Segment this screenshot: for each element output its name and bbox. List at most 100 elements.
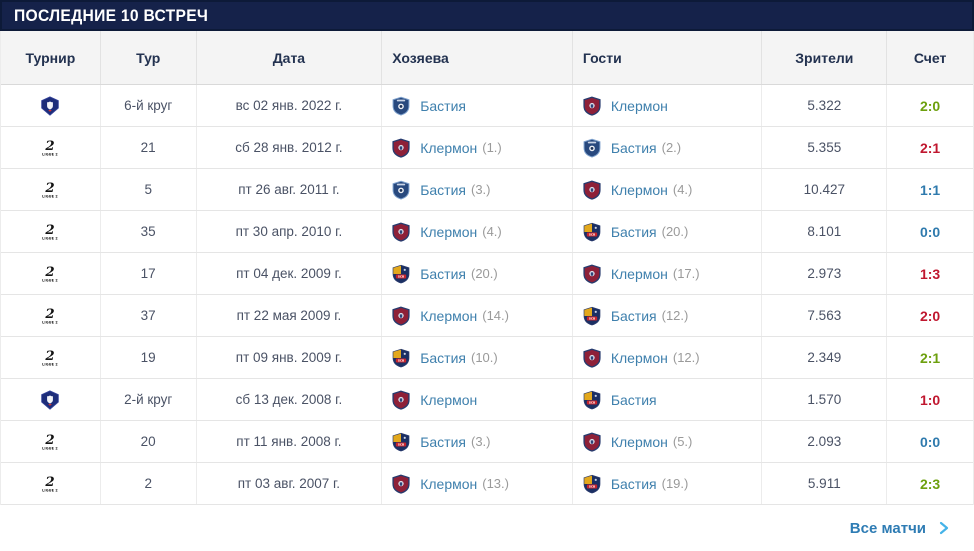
away-team-logo-icon — [582, 179, 602, 201]
home-team-link[interactable]: Бастия — [420, 265, 466, 282]
attendance-value: 10.427 — [803, 182, 845, 197]
away-team-rank: (19.) — [661, 476, 689, 491]
attendance-value: 2.349 — [807, 350, 842, 365]
away-team-link[interactable]: Клермон — [610, 265, 668, 282]
home-team-cell: Бастия (10.) — [382, 337, 573, 378]
column-header-score: Счет — [913, 49, 947, 66]
tournament-icon[interactable] — [40, 179, 60, 201]
away-team-link[interactable]: Бастия — [610, 139, 657, 156]
attendance-cell: 10.427 — [762, 169, 888, 210]
tournament-icon[interactable] — [40, 473, 60, 495]
score-value: 2:0 — [919, 97, 941, 114]
home-team-link[interactable]: Клермон — [420, 223, 478, 240]
tournament-icon[interactable] — [40, 95, 60, 117]
all-matches-label: Все матчи — [849, 519, 926, 537]
away-team-logo-icon — [582, 305, 602, 327]
match-row[interactable]: 2-й круг сб 13 дек. 2008 г. Клермон Баст… — [1, 379, 973, 421]
away-team-link[interactable]: Клермон — [610, 97, 668, 114]
all-matches-link[interactable]: Все матчи — [850, 520, 950, 537]
away-team-link[interactable]: Клермон — [610, 349, 668, 366]
match-row[interactable]: 35 пт 30 апр. 2010 г. Клермон (4.) Басти… — [1, 211, 973, 253]
table-body: 6-й круг вс 02 янв. 2022 г. Бастия Клерм… — [1, 85, 973, 505]
tournament-icon[interactable] — [40, 137, 60, 159]
match-row[interactable]: 17 пт 04 дек. 2009 г. Бастия (20.) Клерм… — [1, 253, 973, 295]
away-team-rank: (2.) — [661, 140, 682, 155]
home-team-cell: Бастия (3.) — [382, 169, 573, 210]
match-row[interactable]: 20 пт 11 янв. 2008 г. Бастия (3.) Клермо… — [1, 421, 973, 463]
tournament-icon[interactable] — [40, 305, 60, 327]
away-team-logo-icon — [582, 431, 602, 453]
match-row[interactable]: 2 пт 03 авг. 2007 г. Клермон (13.) Басти… — [1, 463, 973, 505]
attendance-cell: 5.355 — [762, 127, 888, 168]
home-team-rank: (3.) — [471, 434, 491, 449]
tournament-icon[interactable] — [40, 389, 60, 411]
away-team-link[interactable]: Бастия — [610, 223, 657, 240]
home-team-link[interactable]: Бастия — [420, 349, 466, 366]
home-team-link[interactable]: Клермон — [420, 307, 478, 324]
home-team-link[interactable]: Бастия — [420, 97, 466, 114]
widget-title-bar: ПОСЛЕДНИЕ 10 ВСТРЕЧ — [0, 0, 974, 31]
attendance-cell: 2.093 — [762, 421, 888, 462]
away-team-cell: Клермон (5.) — [573, 421, 763, 462]
away-team-link[interactable]: Бастия — [610, 391, 657, 408]
away-team-cell: Бастия (12.) — [573, 295, 763, 336]
attendance-value: 2.973 — [807, 266, 842, 281]
chevron-right-icon — [939, 521, 949, 535]
home-team-logo-icon — [391, 179, 411, 201]
score-cell: 0:0 — [887, 211, 973, 252]
away-team-link[interactable]: Бастия — [610, 475, 657, 492]
away-team-logo-icon — [582, 221, 602, 243]
attendance-value: 7.563 — [807, 308, 842, 323]
away-team-cell: Бастия — [573, 379, 763, 420]
away-team-rank: (17.) — [672, 266, 700, 281]
round-cell: 20 — [101, 421, 197, 462]
away-team-logo-icon — [582, 473, 602, 495]
home-team-link[interactable]: Бастия — [420, 433, 466, 450]
away-team-logo-icon — [582, 137, 602, 159]
home-team-link[interactable]: Клермон — [420, 475, 478, 492]
date-cell: пт 26 авг. 2011 г. — [197, 169, 383, 210]
date-label: пт 09 янв. 2009 г. — [235, 350, 343, 365]
home-team-link[interactable]: Клермон — [420, 139, 478, 156]
home-team-link[interactable]: Бастия — [420, 181, 466, 198]
date-label: пт 03 авг. 2007 г. — [237, 476, 341, 491]
home-team-logo-icon — [391, 389, 411, 411]
away-team-link[interactable]: Клермон — [610, 433, 668, 450]
tournament-icon[interactable] — [40, 431, 60, 453]
away-team-rank: (12.) — [661, 308, 689, 323]
score-value: 2:1 — [919, 349, 941, 366]
home-team-cell: Клермон — [382, 379, 573, 420]
tournament-cell — [1, 295, 101, 336]
away-team-rank: (4.) — [672, 182, 693, 197]
match-row[interactable]: 6-й круг вс 02 янв. 2022 г. Бастия Клерм… — [1, 85, 973, 127]
tournament-icon[interactable] — [40, 263, 60, 285]
score-value: 0:0 — [919, 223, 941, 240]
date-label: сб 28 янв. 2012 г. — [235, 140, 343, 155]
round-cell: 6-й круг — [101, 85, 197, 126]
match-row[interactable]: 5 пт 26 авг. 2011 г. Бастия (3.) Клермон… — [1, 169, 973, 211]
round-cell: 21 — [101, 127, 197, 168]
attendance-value: 5.322 — [807, 98, 842, 113]
match-row[interactable]: 37 пт 22 мая 2009 г. Клермон (14.) Басти… — [1, 295, 973, 337]
date-cell: вс 02 янв. 2022 г. — [197, 85, 383, 126]
home-team-link[interactable]: Клермон — [420, 391, 478, 408]
attendance-cell: 2.349 — [762, 337, 888, 378]
tournament-cell — [1, 211, 101, 252]
score-value: 1:1 — [919, 181, 941, 198]
tournament-icon[interactable] — [40, 347, 60, 369]
away-team-cell: Клермон (17.) — [573, 253, 763, 294]
away-team-link[interactable]: Бастия — [610, 307, 657, 324]
date-cell: пт 11 янв. 2008 г. — [197, 421, 383, 462]
date-label: сб 13 дек. 2008 г. — [235, 392, 343, 407]
attendance-value: 2.093 — [807, 434, 842, 449]
away-team-logo-icon — [582, 263, 602, 285]
tournament-icon[interactable] — [40, 221, 60, 243]
away-team-link[interactable]: Клермон — [610, 181, 668, 198]
date-cell: пт 03 авг. 2007 г. — [197, 463, 383, 504]
round-label: 21 — [140, 140, 156, 155]
match-row[interactable]: 19 пт 09 янв. 2009 г. Бастия (10.) Клерм… — [1, 337, 973, 379]
match-row[interactable]: 21 сб 28 янв. 2012 г. Клермон (1.) Басти… — [1, 127, 973, 169]
away-team-cell: Клермон (12.) — [573, 337, 763, 378]
round-cell: 19 — [101, 337, 197, 378]
